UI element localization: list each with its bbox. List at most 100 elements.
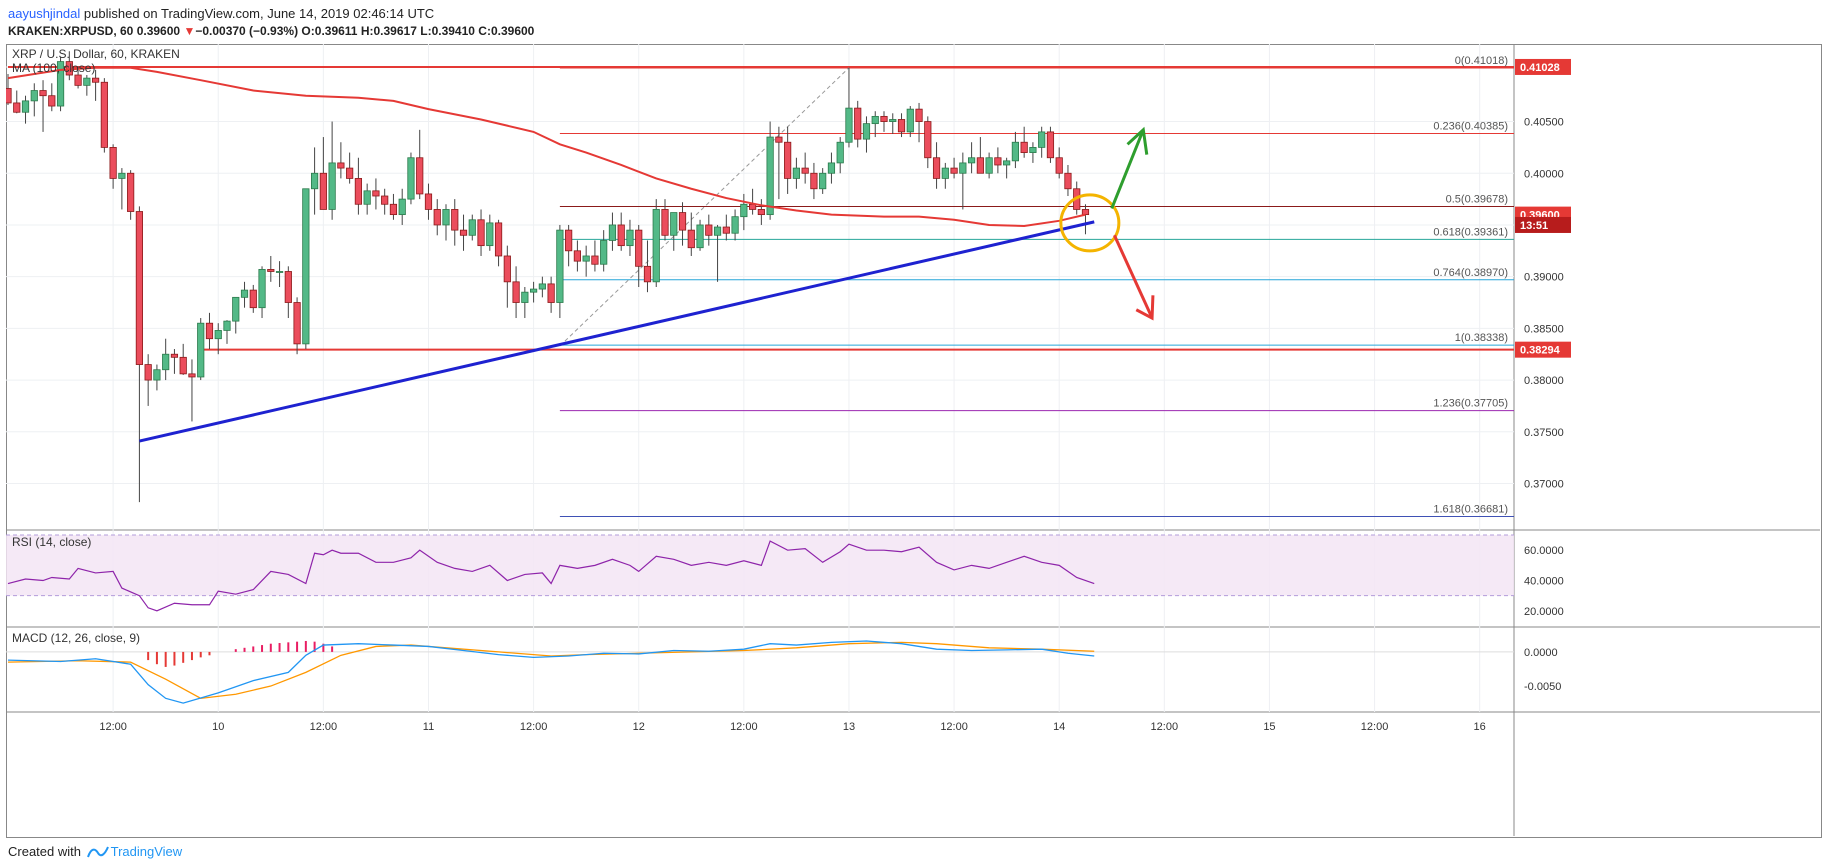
candle-body [643,265,652,283]
macd-tick-label: -0.0050 [1524,681,1561,693]
candle-body [372,190,380,197]
candle-body [889,119,897,122]
candle-body [424,193,433,210]
candle-body [854,107,862,140]
candle-body [959,162,967,174]
price-chart[interactable]: 12:00 10 12:00 11 12:00 12 12:00 13 12:00 14 12:00… [6,44,1820,836]
candle-body [635,229,643,267]
tradingview-logo-icon [86,846,109,858]
candle-body [985,157,993,174]
candle-body [275,271,284,273]
candle-body [398,198,406,216]
time-tick-label: 12:00 [1151,721,1179,733]
time-tick-label: 12:00 [310,721,338,733]
candle-body [582,255,590,262]
candle-body [468,219,476,236]
candle-body [293,302,301,345]
candle-body [319,172,327,210]
candle-body [56,61,65,107]
candle-body [924,121,932,159]
candle-body [722,226,730,234]
down-triangle-icon: ▼ [183,24,196,38]
candle-body [363,190,371,205]
candle-body [941,167,949,179]
candle-body [240,289,249,298]
candle-body [749,203,757,210]
price-tick-label: 0.37500 [1524,427,1564,439]
candle-body [862,123,871,140]
candle-body [617,224,625,247]
candle-body [153,369,161,381]
close-value: 0.39600 [490,24,535,38]
author-link[interactable]: aayushjindal [8,6,81,21]
fib-level-label: 0.764(0.38970) [1433,267,1508,279]
publish-info: published on TradingView.com, June 14, 2… [83,6,435,21]
fib-level-label: 0.618(0.39361) [1433,226,1508,238]
candle-body [459,229,468,236]
candle-body [451,209,459,231]
candle-body [109,147,117,179]
time-tick-label: 15 [1263,721,1275,733]
highlight-circle [1059,193,1121,253]
price-axis-marker-label: 13:51 [1520,220,1548,232]
candle-body [766,136,774,216]
candle-body [179,356,187,375]
price-tick-label: 0.38000 [1524,375,1564,387]
candle-body [1055,157,1063,174]
price-tick-label: 0.37000 [1524,478,1564,490]
candle-body [39,90,47,97]
candle-body [757,209,765,216]
fib-level-label: 1(0.38338) [1455,332,1508,344]
chart-title: XRP / U.S. Dollar, 60, KRAKEN [12,47,180,61]
candle-body [976,157,984,174]
price-tick-label: 0.40500 [1524,117,1564,129]
candle-body [381,195,389,205]
candle-body [1038,131,1046,148]
candle-body [328,162,336,210]
candle-body [512,281,520,303]
candle-body [1029,147,1037,153]
fib-level-label: 1.236(0.37705) [1433,398,1508,410]
rsi-tick-label: 20.0000 [1524,606,1564,618]
high-value: 0.39617 [373,24,417,38]
candle-body [346,167,354,179]
macd-label: MACD (12, 26, close, 9) [12,631,140,645]
candle-body [880,115,888,122]
time-tick-label: 14 [1053,721,1065,733]
candle-body [661,209,669,236]
candle-body [678,212,687,231]
price-axis-marker [1515,341,1571,358]
rsi-tick-label: 60.0000 [1524,545,1564,557]
time-tick-label: 12:00 [730,721,758,733]
symbol: KRAKEN:XRPUSD, 60 [8,24,134,38]
fib-level-label: 1.618(0.36681) [1433,503,1508,515]
time-tick-label: 12:00 [99,721,127,733]
candle-body [915,108,923,122]
candle-body [284,271,292,303]
candle-body [232,296,240,322]
candle-body [608,224,617,241]
candle-body [188,373,196,378]
up-arrow-icon [1110,131,1144,209]
rsi-label: RSI (14, close) [12,535,91,549]
price-axis-marker [1515,216,1571,233]
candle-body [731,216,739,234]
candle-body [713,226,722,236]
created-with-label: Created with [8,844,81,859]
time-tick-label: 11 [423,721,434,733]
macd-line [7,640,1095,704]
time-tick-label: 12 [633,721,645,733]
candle-body [968,157,976,164]
fib-source-dashed-line [559,67,850,347]
up-arrowhead-icon [1126,126,1149,155]
candle-body [258,269,266,309]
candle-body [1064,172,1072,190]
tradingview-link[interactable]: TradingView [110,844,183,859]
candle-body [6,88,12,104]
candle-body [13,102,21,113]
candle-body [801,167,809,174]
candle-body [337,162,345,169]
price-axis-marker [1515,58,1571,75]
candle-body [354,178,363,205]
macd-tick-label: 0.0000 [1524,647,1558,659]
